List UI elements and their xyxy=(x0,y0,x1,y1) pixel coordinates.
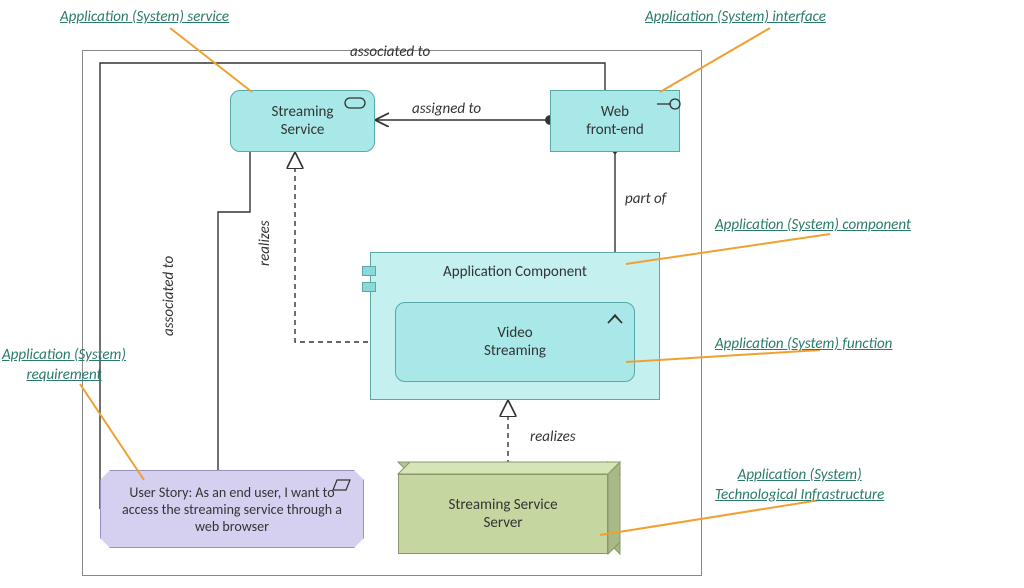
annotation-requirement: Application (System) requirement xyxy=(2,346,126,385)
annotation-function: Application (System) function xyxy=(715,335,892,355)
annotation-interface: Application (System) interface xyxy=(645,8,826,28)
diagram-canvas: Streaming Service Web front-end Applicat… xyxy=(0,0,1024,588)
annotation-component: Application (System) component xyxy=(715,216,911,236)
annotation-infra: Application (System) Technological Infra… xyxy=(715,466,884,505)
annotation-service: Application (System) service xyxy=(60,8,229,28)
